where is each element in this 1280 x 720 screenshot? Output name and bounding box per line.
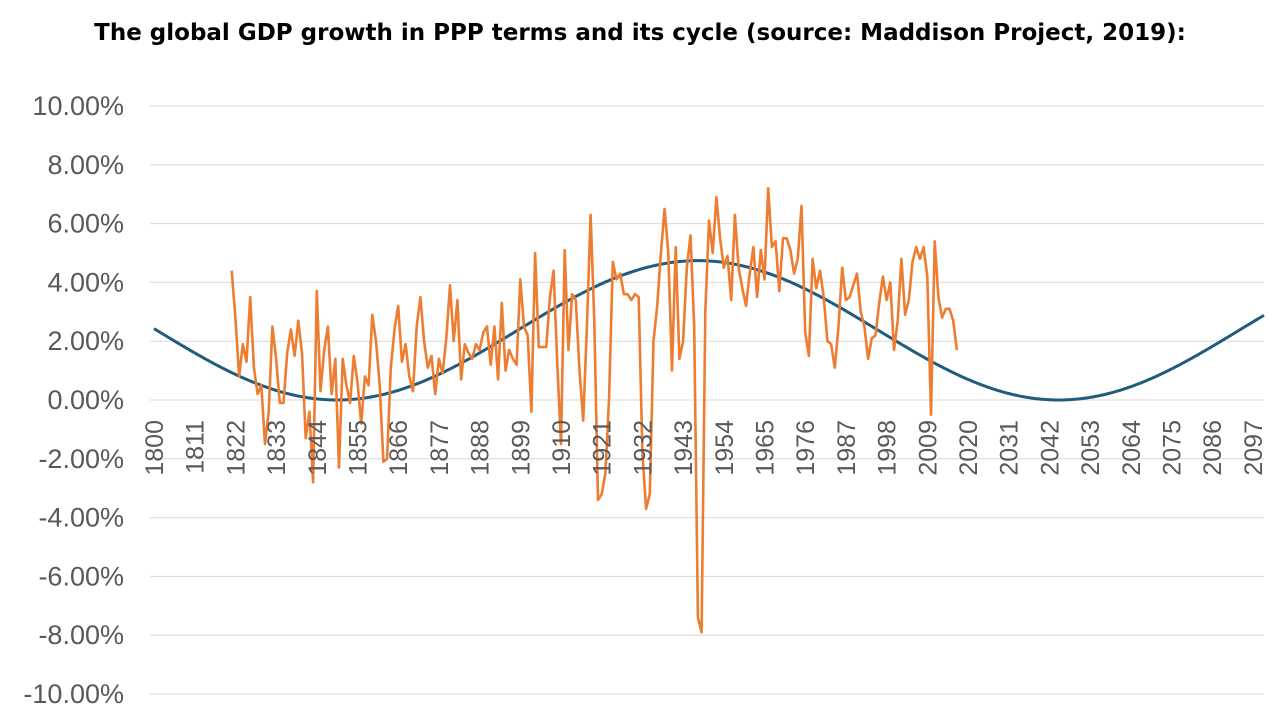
x-tick-label: 1833 bbox=[263, 420, 291, 476]
x-tick-label: 1899 bbox=[507, 420, 535, 476]
y-tick-label: -4.00% bbox=[38, 503, 124, 533]
x-tick-label: 1822 bbox=[222, 420, 250, 476]
x-tick-label: 2031 bbox=[996, 420, 1024, 476]
x-tick-label: 1811 bbox=[182, 420, 210, 474]
y-tick-label: -8.00% bbox=[38, 620, 124, 650]
x-tick-label: 1910 bbox=[548, 420, 576, 476]
y-tick-label: 8.00% bbox=[47, 150, 124, 180]
gdp-growth-line bbox=[230, 187, 959, 634]
x-axis-tick-labels: 1800 1811 1822 1833 1844 1855 1866 1877 1888 1899… bbox=[141, 420, 1268, 476]
x-tick-label: 1932 bbox=[629, 420, 657, 476]
x-tick-label: 1800 bbox=[141, 420, 169, 476]
y-tick-label: 10.00% bbox=[32, 91, 124, 121]
x-tick-label: 2053 bbox=[1077, 420, 1105, 476]
x-tick-label: 2075 bbox=[1159, 420, 1187, 476]
x-tick-label: 1998 bbox=[874, 420, 902, 476]
gridlines bbox=[150, 105, 1264, 695]
x-tick-label: 1976 bbox=[792, 420, 820, 476]
y-tick-label: 2.00% bbox=[47, 326, 124, 356]
x-tick-label: 1921 bbox=[589, 420, 617, 476]
x-tick-label: 2086 bbox=[1199, 420, 1227, 476]
x-tick-label: 1888 bbox=[467, 420, 495, 476]
x-tick-label: 1866 bbox=[385, 420, 413, 476]
y-axis-tick-labels: 10.00% 8.00% 6.00% 4.00% 2.00% 0.00% -2.00% -4.… bbox=[23, 91, 124, 709]
y-tick-label: -6.00% bbox=[38, 561, 124, 591]
series-layer bbox=[153, 187, 1265, 634]
x-tick-label: 2042 bbox=[1036, 420, 1064, 476]
y-tick-label: 6.00% bbox=[47, 209, 124, 239]
x-tick-label: 2020 bbox=[955, 420, 983, 476]
x-tick-label: 2097 bbox=[1240, 420, 1268, 476]
x-tick-label: 2064 bbox=[1118, 420, 1146, 476]
y-tick-label: -10.00% bbox=[23, 679, 124, 709]
x-tick-label: 1987 bbox=[833, 420, 861, 476]
y-tick-label: 4.00% bbox=[47, 267, 124, 297]
y-tick-label: 0.00% bbox=[47, 385, 124, 415]
x-tick-label: 2009 bbox=[914, 420, 942, 476]
x-tick-label: 1877 bbox=[426, 420, 454, 476]
x-tick-label: 1844 bbox=[304, 420, 332, 476]
chart-title: The global GDP growth in PPP terms and i… bbox=[94, 20, 1186, 46]
x-tick-label: 1943 bbox=[670, 420, 698, 476]
x-tick-label: 1965 bbox=[752, 420, 780, 476]
x-tick-label: 1954 bbox=[711, 420, 739, 476]
y-tick-label: -2.00% bbox=[38, 444, 124, 474]
x-tick-label: 1855 bbox=[345, 420, 373, 476]
gdp-cycle-line bbox=[153, 259, 1265, 402]
